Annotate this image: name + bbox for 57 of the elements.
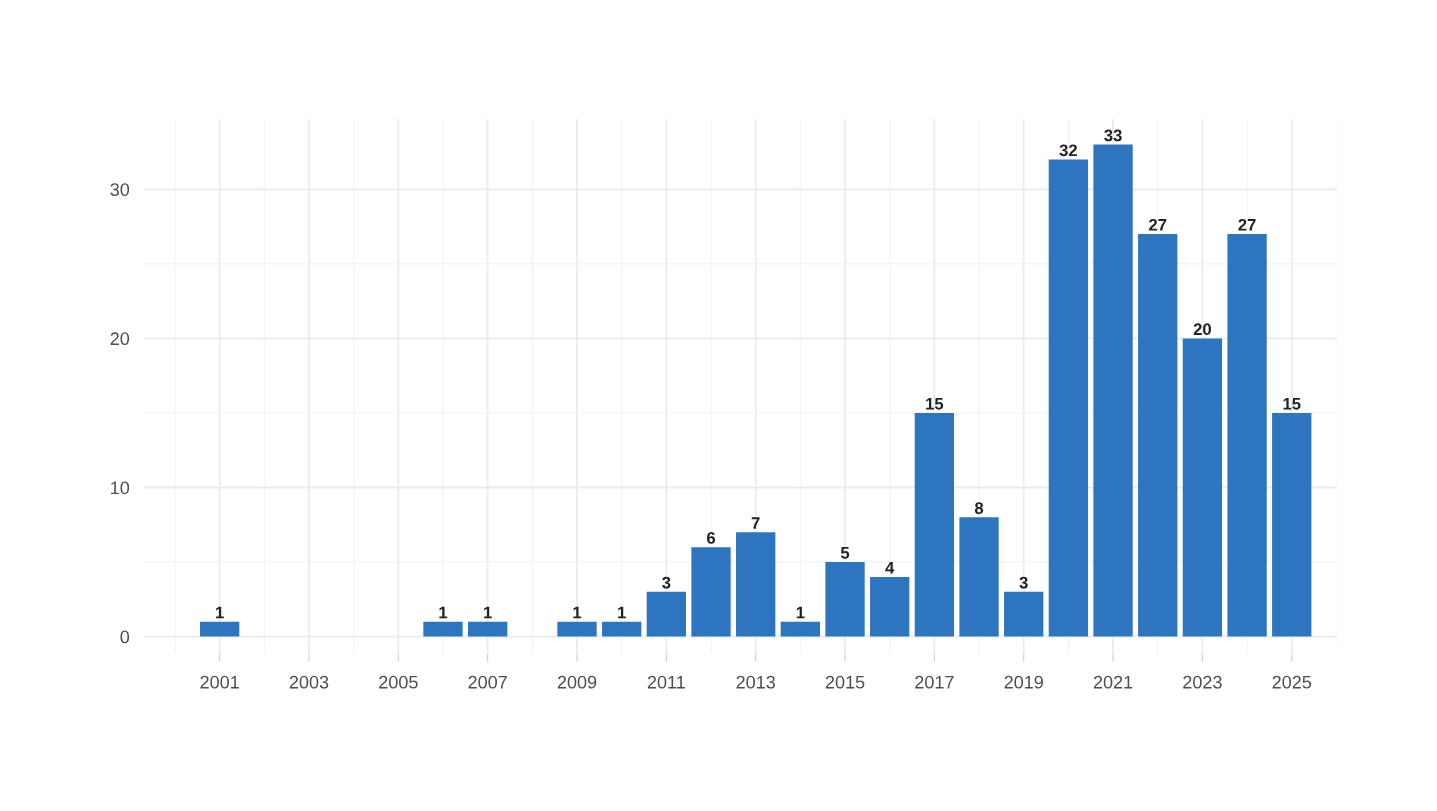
data-label: 27 bbox=[1149, 218, 1167, 231]
data-label: 8 bbox=[974, 502, 984, 515]
x-tick-label: 2007 bbox=[468, 675, 507, 689]
y-tick-label: 10 bbox=[111, 481, 130, 495]
bar bbox=[1004, 591, 1044, 637]
data-label: 5 bbox=[840, 547, 850, 559]
x-tick-label: 2001 bbox=[200, 675, 239, 689]
x-tick-label: 2005 bbox=[379, 675, 418, 689]
x-tick-label: 2011 bbox=[647, 675, 685, 689]
data-label: 4 bbox=[885, 562, 895, 574]
y-tick-label: 20 bbox=[110, 332, 130, 346]
bar bbox=[959, 517, 999, 637]
bar bbox=[646, 591, 686, 637]
data-label: 1 bbox=[216, 606, 224, 619]
bar bbox=[199, 621, 240, 637]
bar bbox=[825, 562, 865, 637]
bar bbox=[1227, 234, 1267, 637]
data-label: 33 bbox=[1104, 129, 1122, 142]
data-label: 1 bbox=[796, 606, 805, 619]
bar bbox=[423, 621, 463, 637]
x-tick-label: 2021 bbox=[1093, 675, 1133, 689]
bar bbox=[1093, 144, 1133, 637]
x-tick-label: 2015 bbox=[825, 675, 865, 689]
bar bbox=[780, 621, 821, 637]
data-label: 15 bbox=[1283, 398, 1301, 410]
x-tick-label: 2025 bbox=[1272, 675, 1312, 689]
data-label: 7 bbox=[751, 517, 760, 529]
data-label: 32 bbox=[1059, 144, 1077, 157]
bar bbox=[870, 576, 910, 637]
data-label: 3 bbox=[1019, 576, 1028, 589]
x-tick-label: 2013 bbox=[736, 675, 775, 689]
data-label: 15 bbox=[926, 398, 944, 410]
x-tick-label: 2017 bbox=[915, 675, 954, 689]
bar bbox=[557, 621, 597, 637]
data-label: 1 bbox=[573, 606, 582, 619]
bar bbox=[1182, 338, 1223, 637]
y-tick-label: 30 bbox=[110, 183, 130, 197]
x-tick-label: 2023 bbox=[1183, 675, 1222, 689]
bar bbox=[602, 621, 642, 637]
y-tick-label: 0 bbox=[120, 630, 130, 644]
bar bbox=[1138, 234, 1178, 637]
bar bbox=[1272, 412, 1312, 637]
data-label: 6 bbox=[706, 532, 716, 544]
x-tick-label: 2019 bbox=[1004, 675, 1043, 689]
bar bbox=[1048, 159, 1089, 637]
x-tick-label: 2009 bbox=[557, 675, 597, 689]
x-tick-label: 2003 bbox=[289, 675, 329, 689]
bar bbox=[468, 621, 508, 637]
data-label: 1 bbox=[618, 606, 626, 619]
bar bbox=[736, 532, 776, 637]
data-label: 20 bbox=[1193, 323, 1211, 336]
data-label: 3 bbox=[662, 576, 671, 589]
data-label: 1 bbox=[484, 606, 492, 619]
data-label: 1 bbox=[439, 606, 448, 619]
bar bbox=[914, 412, 955, 637]
data-label: 27 bbox=[1238, 218, 1256, 231]
bar bbox=[691, 547, 731, 637]
